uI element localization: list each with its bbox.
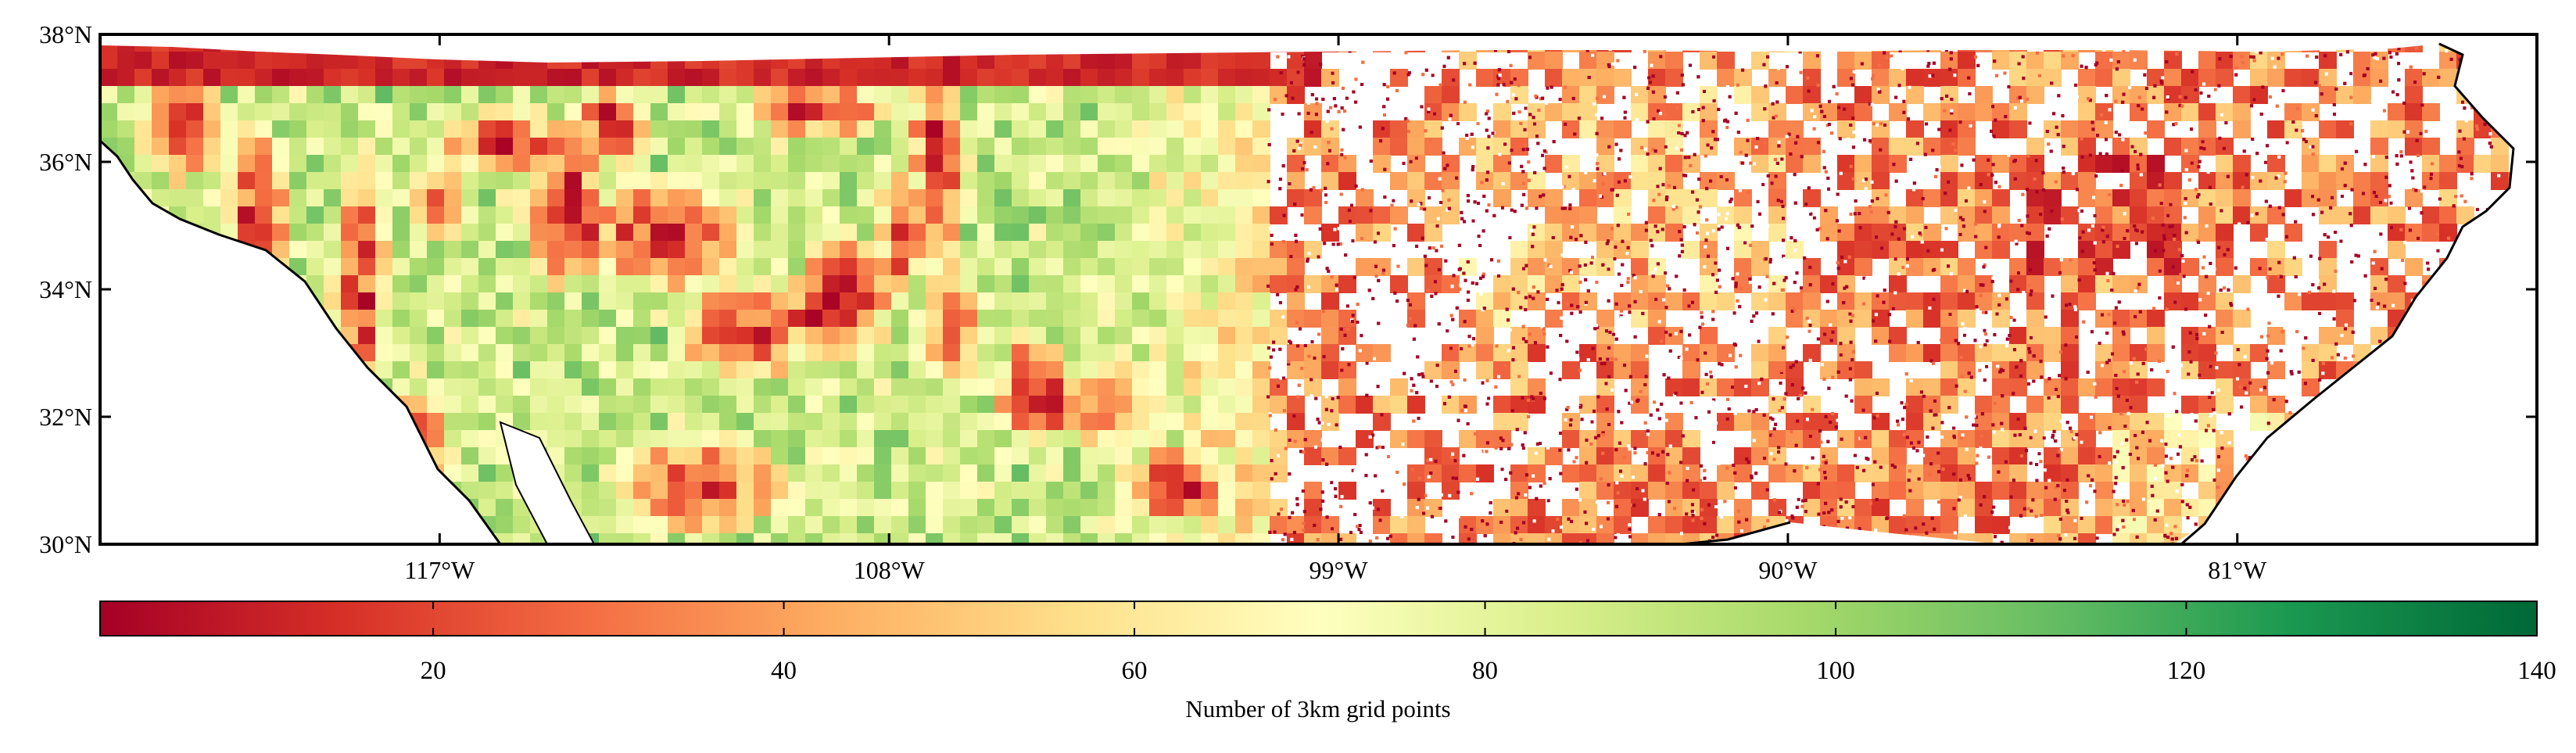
colorbar-tick-label: 40	[771, 657, 797, 685]
land-raster	[100, 34, 2543, 568]
colorbar-tick-label: 60	[1122, 657, 1148, 685]
lat-label: 30°N	[39, 530, 92, 558]
lat-label: 32°N	[39, 403, 92, 431]
colorbar-tick-label: 20	[421, 657, 446, 685]
colorbar-tick-label: 80	[1472, 657, 1498, 685]
colorbar-tick-label: 120	[2167, 657, 2206, 685]
lat-label: 34°N	[39, 275, 92, 303]
colorbar-tick-label: 140	[2517, 657, 2556, 685]
colorbar-tick-label: 100	[1816, 657, 1855, 685]
lat-label: 36°N	[39, 148, 92, 176]
lon-label: 99°W	[1309, 556, 1369, 584]
colorbar	[100, 601, 2537, 636]
lon-label: 108°W	[854, 556, 926, 584]
lon-label: 117°W	[404, 556, 475, 584]
colorbar-label: Number of 3km grid points	[1185, 695, 1450, 723]
lon-label: 81°W	[2208, 556, 2267, 584]
lat-label: 38°N	[39, 20, 92, 48]
lon-label: 90°W	[1758, 556, 1818, 584]
